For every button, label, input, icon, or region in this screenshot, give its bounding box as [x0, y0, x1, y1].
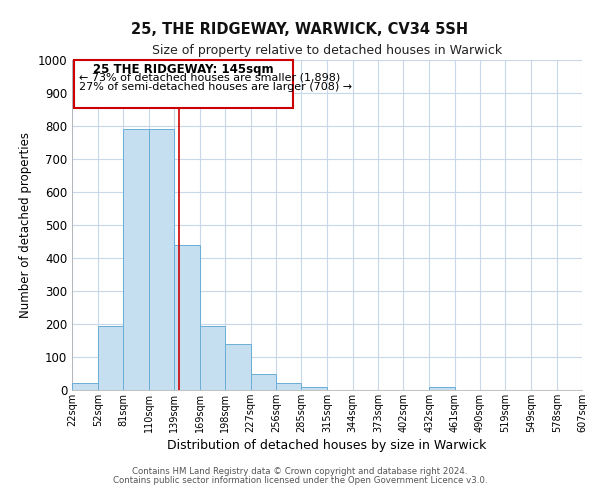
- Bar: [174, 245, 200, 390]
- Bar: [200, 326, 226, 390]
- Bar: [124, 130, 149, 390]
- Bar: [251, 374, 276, 390]
- Bar: [98, 326, 124, 390]
- Y-axis label: Number of detached properties: Number of detached properties: [19, 132, 32, 318]
- Bar: [149, 130, 174, 390]
- Text: 27% of semi-detached houses are larger (708) →: 27% of semi-detached houses are larger (…: [79, 82, 352, 92]
- Bar: [276, 384, 301, 390]
- Text: ← 73% of detached houses are smaller (1,898): ← 73% of detached houses are smaller (1,…: [79, 72, 340, 83]
- X-axis label: Distribution of detached houses by size in Warwick: Distribution of detached houses by size …: [167, 439, 487, 452]
- Text: Contains HM Land Registry data © Crown copyright and database right 2024.: Contains HM Land Registry data © Crown c…: [132, 467, 468, 476]
- Bar: [72, 384, 98, 390]
- Bar: [226, 344, 251, 390]
- Title: Size of property relative to detached houses in Warwick: Size of property relative to detached ho…: [152, 44, 502, 58]
- Bar: [430, 386, 455, 390]
- Text: 25 THE RIDGEWAY: 145sqm: 25 THE RIDGEWAY: 145sqm: [93, 64, 274, 76]
- FancyBboxPatch shape: [74, 60, 293, 108]
- Text: Contains public sector information licensed under the Open Government Licence v3: Contains public sector information licen…: [113, 476, 487, 485]
- Bar: [301, 386, 328, 390]
- Text: 25, THE RIDGEWAY, WARWICK, CV34 5SH: 25, THE RIDGEWAY, WARWICK, CV34 5SH: [131, 22, 469, 38]
